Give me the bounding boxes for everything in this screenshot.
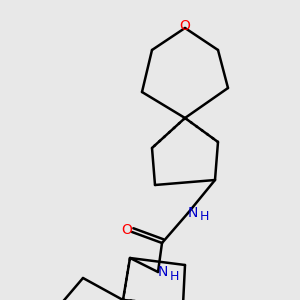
Text: N: N [188,206,198,220]
Text: O: O [180,19,190,33]
Text: N: N [158,265,168,279]
Text: H: H [199,211,209,224]
Text: H: H [169,271,179,284]
Text: O: O [122,223,132,237]
